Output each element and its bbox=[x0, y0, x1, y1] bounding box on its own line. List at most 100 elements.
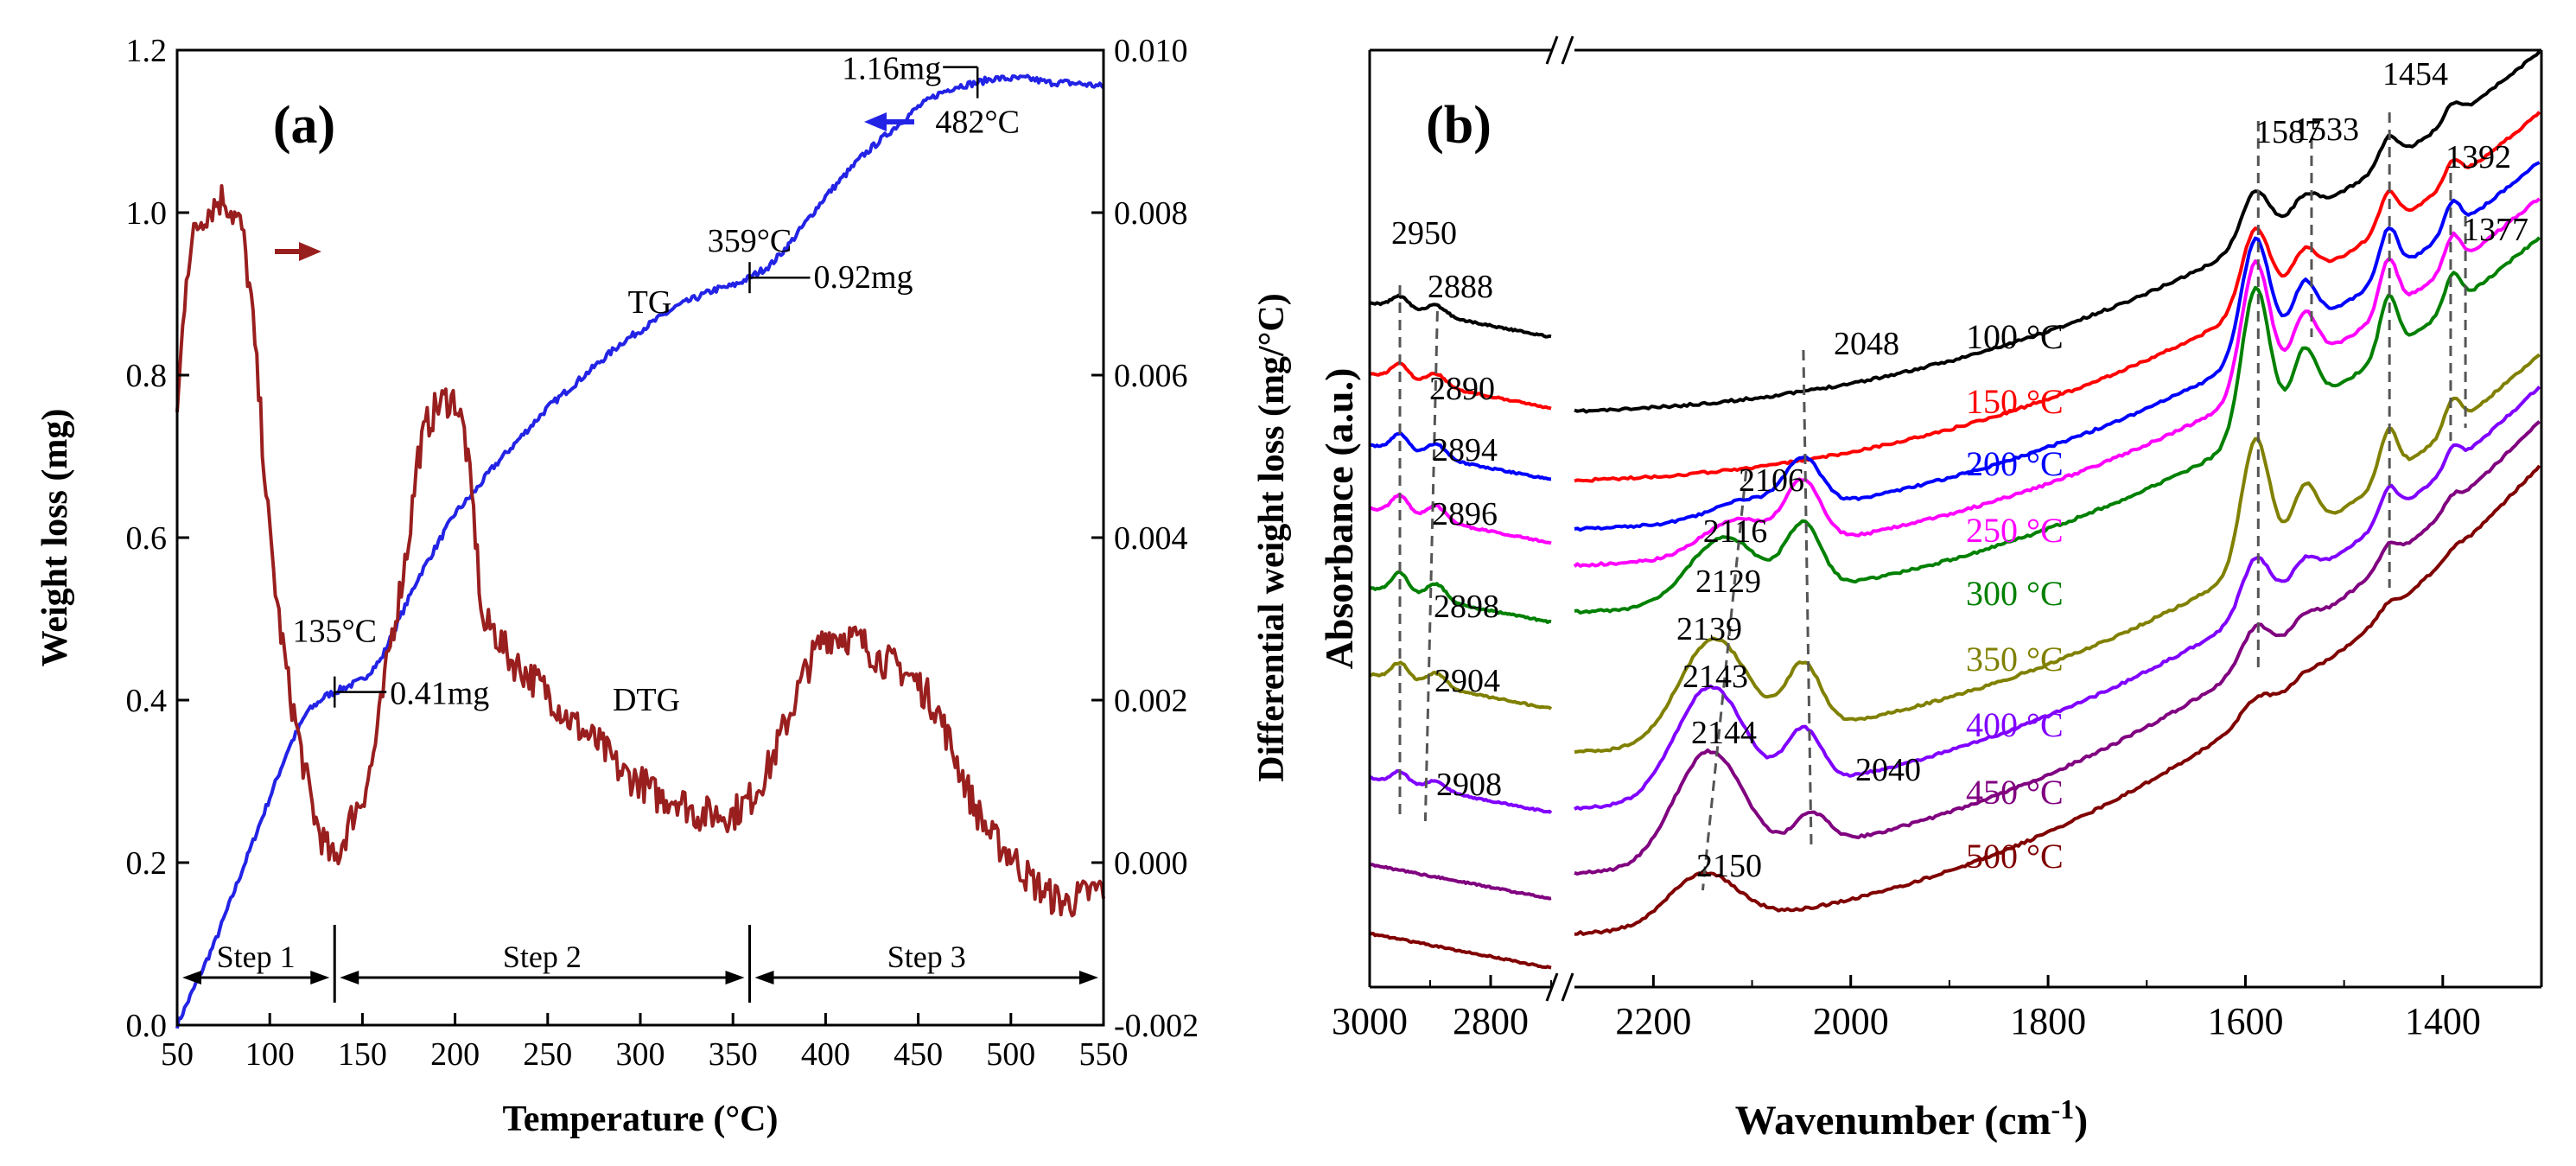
dtg-curve-label: DTG bbox=[613, 682, 680, 718]
y2-tick-label: 0.002 bbox=[1114, 683, 1188, 719]
y2-tick-label: 0.004 bbox=[1114, 520, 1188, 557]
peak-guide-lines bbox=[1398, 112, 2467, 891]
peak-label: 2896 bbox=[1432, 496, 1498, 532]
peak-guide bbox=[1423, 310, 1439, 822]
peak-label: 2143 bbox=[1682, 659, 1748, 695]
spectrum-line-right bbox=[1574, 50, 2541, 414]
peak-label: 1533 bbox=[2293, 112, 2359, 148]
step-arrowhead bbox=[1079, 971, 1098, 984]
spectrum-line-left bbox=[1369, 660, 1553, 710]
tg-axis-arrow bbox=[864, 112, 914, 131]
step-label: Step 2 bbox=[503, 940, 582, 974]
x-tick-label: 2800 bbox=[1453, 1000, 1529, 1042]
step-arrowhead bbox=[182, 971, 201, 984]
step-arrowhead bbox=[340, 971, 359, 984]
spectrum-line-right bbox=[1573, 197, 2541, 568]
x-tick-label: 300 bbox=[616, 1036, 665, 1073]
y-tick-label: 0.0 bbox=[126, 1008, 168, 1044]
x-tick-label: 2000 bbox=[1813, 1000, 1889, 1042]
peak-guide bbox=[1802, 349, 1813, 848]
peak-label: 2898 bbox=[1434, 589, 1499, 625]
y2-tick-label: 0.008 bbox=[1114, 195, 1188, 232]
peak-label: 2144 bbox=[1691, 715, 1757, 751]
spectrum-line-right bbox=[1574, 464, 2541, 936]
series-label: 350 °C bbox=[1966, 640, 2064, 679]
x-tick-label: 250 bbox=[523, 1036, 572, 1073]
spectrum-line-right bbox=[1574, 353, 2541, 755]
x-tick-label: 1600 bbox=[2207, 1000, 2283, 1042]
step-label: Step 3 bbox=[887, 940, 966, 974]
spectrum-line-right bbox=[1574, 161, 2541, 532]
x-tick-label: 2200 bbox=[1615, 1000, 1691, 1042]
panel-b: 3000 2800 2200 2000 1800 1600 1400 100 °C 150 °… bbox=[1317, 35, 2543, 1144]
x-tick-label: 550 bbox=[1079, 1036, 1129, 1073]
peak-label: 2894 bbox=[1432, 432, 1498, 468]
y2-tick-label: 0.006 bbox=[1114, 358, 1188, 394]
step-arrowhead bbox=[754, 971, 774, 984]
step-arrowhead bbox=[725, 971, 745, 984]
panel-a-ylabel: Weight loss (mg) bbox=[35, 409, 75, 667]
x-tick-label: 1800 bbox=[2010, 1000, 2086, 1042]
annotation-135c: 135°C bbox=[292, 614, 377, 650]
series-label: 450 °C bbox=[1966, 773, 2064, 812]
peak-label: 2904 bbox=[1434, 663, 1500, 699]
peak-guide bbox=[1701, 470, 1748, 891]
series-label: 500 °C bbox=[1966, 837, 2064, 876]
spectrum-line-right bbox=[1574, 111, 2541, 483]
series-label: 400 °C bbox=[1966, 705, 2064, 744]
peak-label: 2106 bbox=[1739, 462, 1804, 499]
series-label: 100 °C bbox=[1966, 317, 2064, 356]
tg-curve-label: TG bbox=[628, 284, 672, 321]
x-tick-label: 450 bbox=[894, 1036, 943, 1073]
y-tick-label: 1.0 bbox=[126, 195, 168, 232]
x-tick-label: 100 bbox=[245, 1036, 295, 1073]
x-tick-label: 500 bbox=[986, 1036, 1035, 1073]
y-tick-label: 0.2 bbox=[126, 845, 168, 882]
series-dtg-line bbox=[175, 184, 1105, 918]
peak-label: 2888 bbox=[1428, 269, 1493, 305]
peak-label: 2150 bbox=[1696, 848, 1762, 884]
peak-label: 2040 bbox=[1855, 752, 1921, 788]
x-tick-label: 350 bbox=[709, 1036, 758, 1073]
y-tick-label: 0.4 bbox=[126, 683, 168, 719]
panel-b-ylabel: Absorbance (a.u.) bbox=[1317, 368, 1361, 670]
x-tick-label: 150 bbox=[338, 1036, 387, 1073]
annotation-0-41mg: 0.41mg bbox=[390, 676, 489, 712]
y-tick-label: 0.6 bbox=[126, 520, 168, 557]
spectra-group bbox=[1369, 50, 2541, 970]
step-arrowhead bbox=[310, 971, 330, 984]
x-tick-label: 200 bbox=[430, 1036, 480, 1073]
annotation-482c: 482°C bbox=[935, 105, 1020, 141]
x-tick-label: 1400 bbox=[2405, 1000, 2481, 1042]
dtg-axis-arrow bbox=[275, 242, 321, 261]
series-tg-line bbox=[175, 73, 1105, 1029]
peak-label: 2048 bbox=[1834, 326, 1899, 362]
spectrum-line-left bbox=[1369, 863, 1552, 901]
peak-label: 1377 bbox=[2463, 212, 2528, 248]
x-tick-label: 3000 bbox=[1332, 1000, 1408, 1042]
series-label: 200 °C bbox=[1966, 444, 2064, 483]
dtg-curve-group bbox=[175, 184, 1105, 918]
peak-label: 2129 bbox=[1695, 564, 1761, 600]
series-label: 300 °C bbox=[1966, 574, 2064, 613]
peak-label: 1392 bbox=[2446, 139, 2511, 175]
y2-tick-label: -0.002 bbox=[1114, 1008, 1199, 1044]
y2-tick-label: 0.010 bbox=[1114, 33, 1188, 69]
panel-b-xlabel: Wavenumber (cm-1) bbox=[1735, 1093, 2088, 1144]
spectrum-line-right bbox=[1574, 236, 2541, 615]
peak-label: 1587 bbox=[2255, 114, 2321, 150]
panel-a-y2label: Differential weight loss (mg/°C) bbox=[1252, 293, 1292, 781]
peak-label: 1454 bbox=[2382, 56, 2448, 92]
series-label: 250 °C bbox=[1966, 511, 2064, 550]
y-tick-label: 0.8 bbox=[126, 358, 168, 394]
y2-tick-label: 0.000 bbox=[1114, 845, 1188, 882]
axis-break-marks bbox=[1545, 35, 1574, 1002]
panel-b-label: (b) bbox=[1426, 96, 1492, 155]
x-tick-label: 50 bbox=[161, 1036, 194, 1073]
panel-a-label: (a) bbox=[273, 96, 335, 155]
spectrum-line-right bbox=[1573, 385, 2541, 811]
panel-a-xlabel: Temperature (°C) bbox=[503, 1099, 779, 1139]
step-label: Step 1 bbox=[217, 940, 296, 974]
peak-label: 2116 bbox=[1703, 513, 1768, 550]
y-tick-label: 1.2 bbox=[126, 33, 168, 69]
